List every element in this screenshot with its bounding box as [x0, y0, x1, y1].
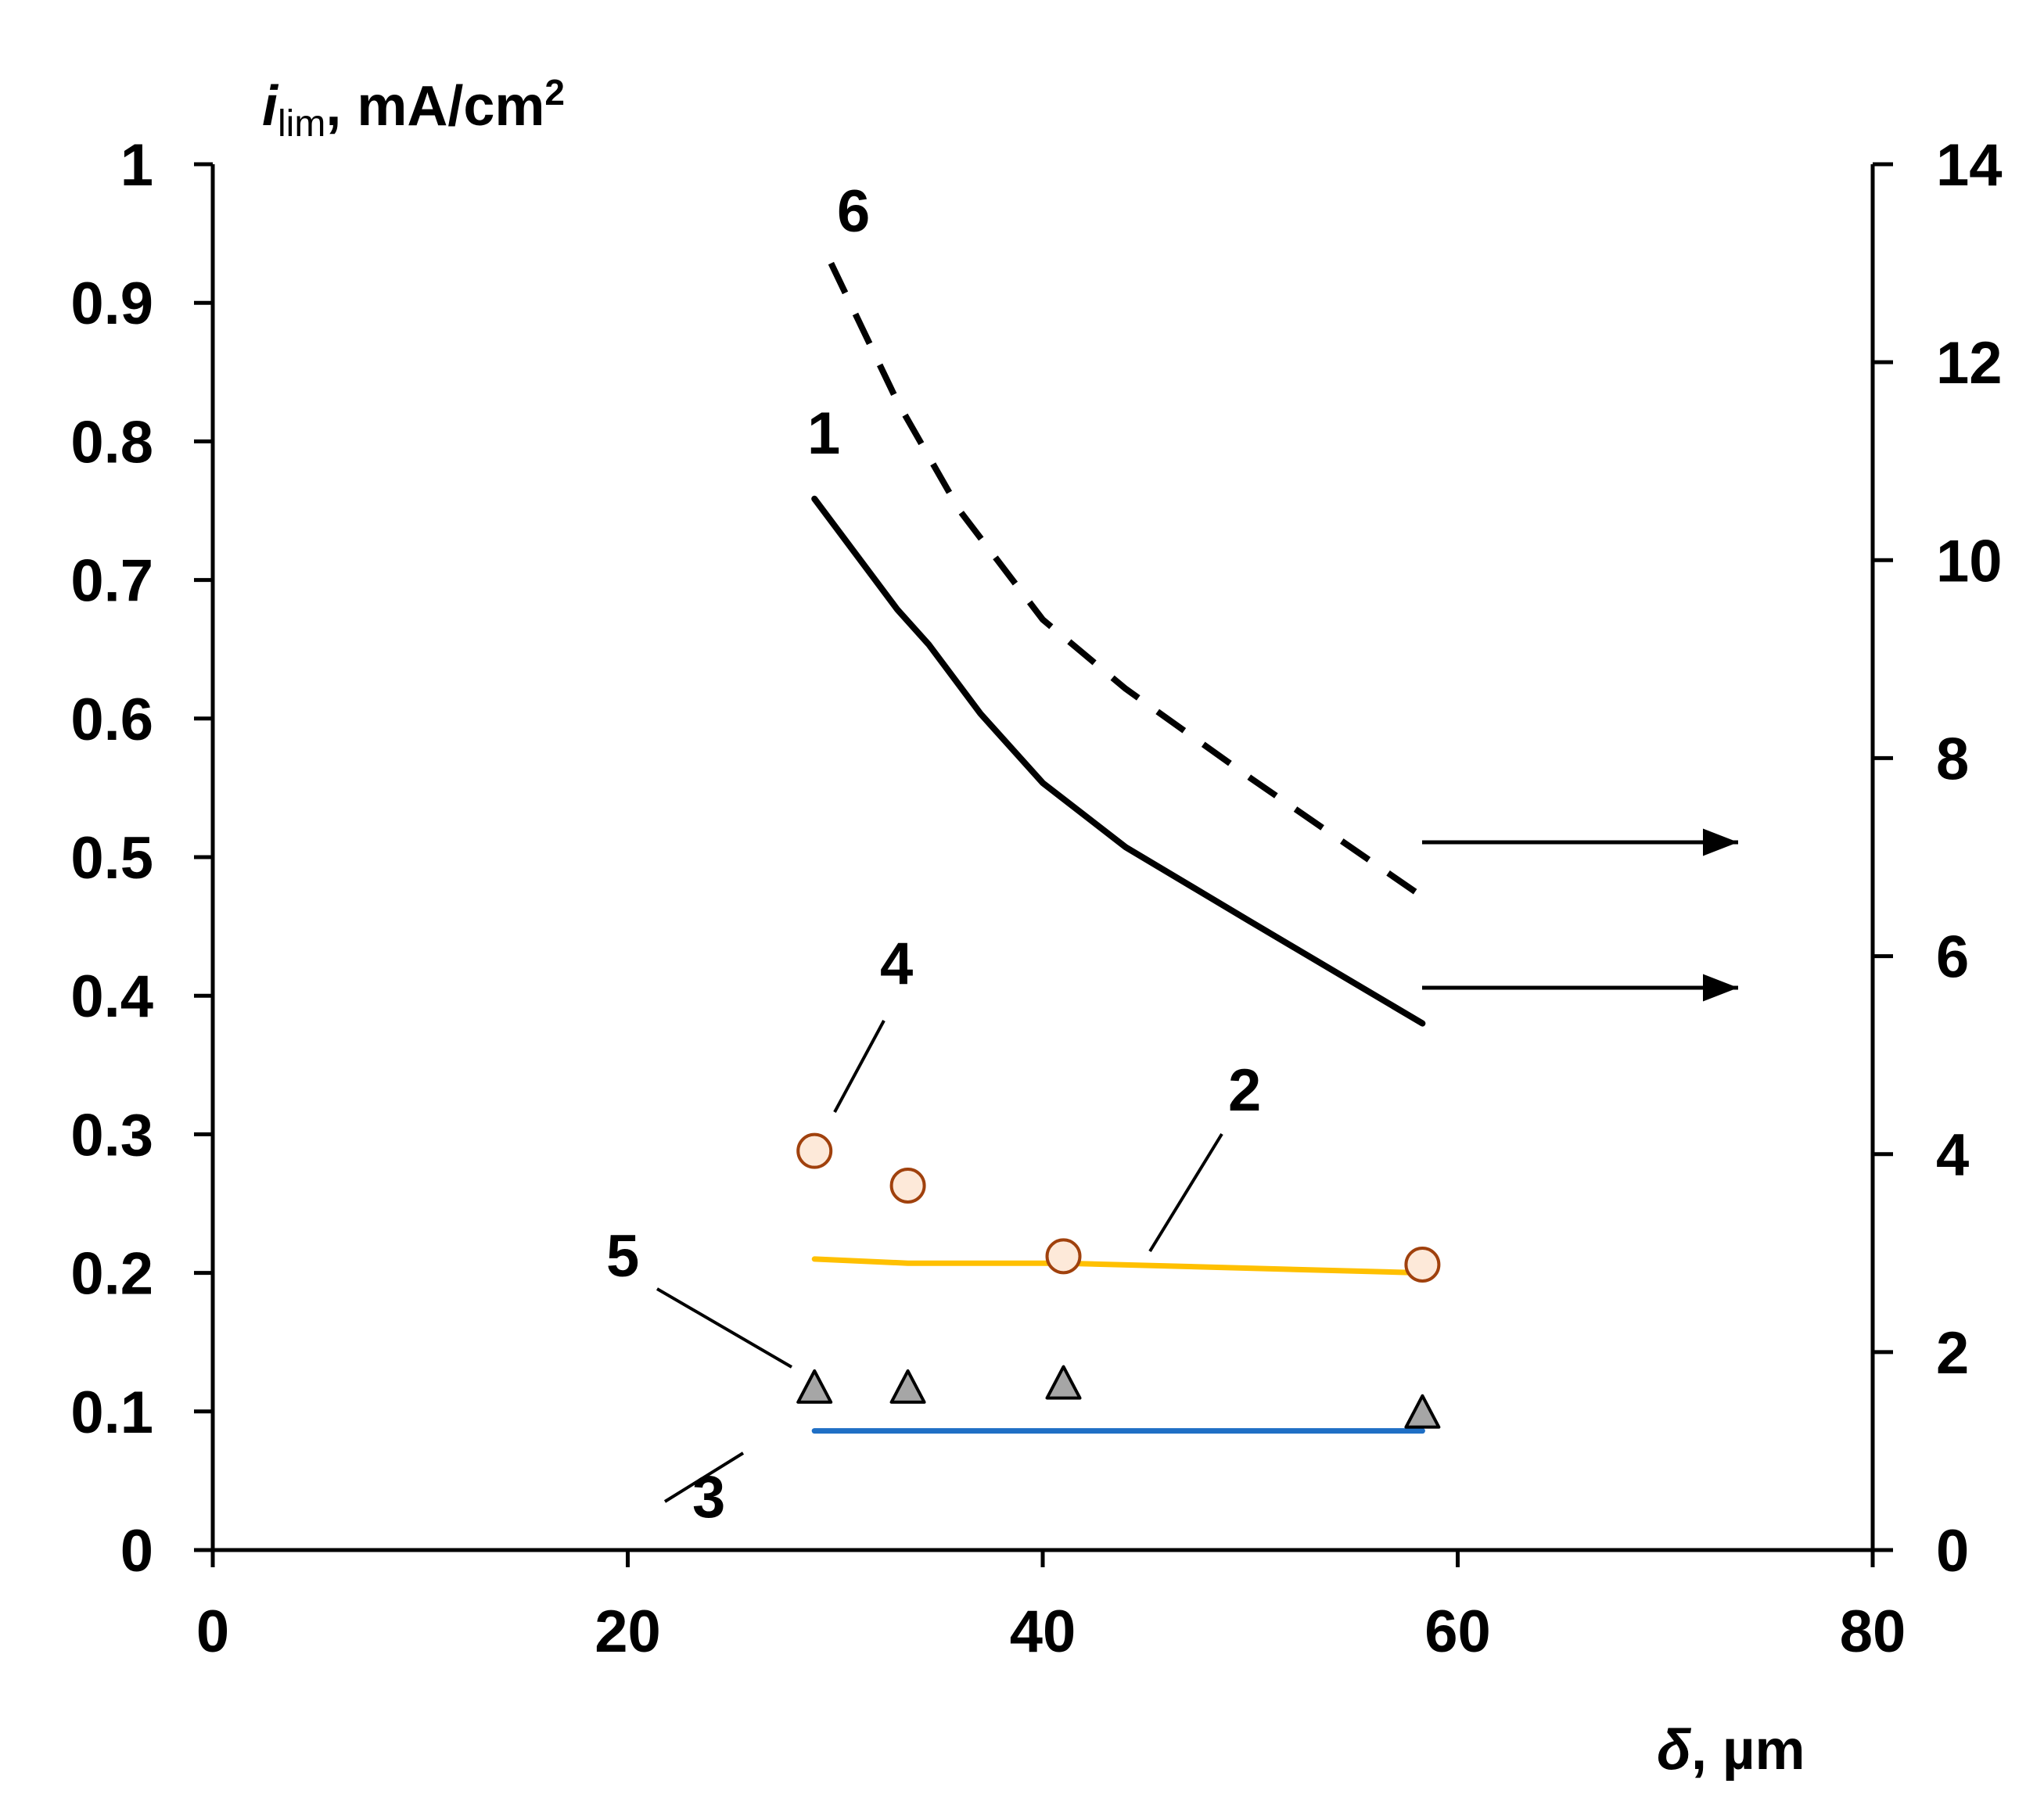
series-4-point [796, 1132, 833, 1169]
leader-4 [833, 1020, 885, 1113]
right-tick-label: 0 [1936, 1518, 1969, 1584]
left-tick-label: 0.3 [70, 1102, 153, 1168]
series-5-point [1404, 1394, 1441, 1429]
x-tick-label: 40 [1010, 1599, 1076, 1665]
right-tick-label: 4 [1936, 1122, 1969, 1189]
x-axis-title: δ, µm [1657, 1719, 1805, 1782]
right-tick-label: 12 [1936, 330, 2003, 397]
label-6: 6 [837, 178, 870, 245]
left-tick-label: 0.2 [70, 1241, 153, 1308]
label-5: 5 [606, 1223, 639, 1290]
left-tick-label: 0.9 [70, 271, 153, 337]
series-4-point [1404, 1246, 1441, 1283]
left-tick-label: 0 [120, 1518, 153, 1584]
series-2-line [811, 1256, 1425, 1276]
right-tick-label: 2 [1936, 1320, 1969, 1387]
y-axis-superscript: 2 [544, 72, 565, 113]
left-tick-label: 0.8 [70, 409, 153, 475]
curve-labels: 6 1 4 2 5 3 [606, 178, 1261, 1530]
left-tick-label: 0.6 [70, 687, 153, 753]
left-tick-label: 0.5 [70, 825, 153, 892]
label-2: 2 [1228, 1057, 1261, 1124]
x-tick-label: 20 [595, 1599, 661, 1665]
series-4-point [889, 1167, 926, 1204]
series-lines [811, 261, 1426, 1434]
x-tick-label: 60 [1424, 1599, 1491, 1665]
series-4-point [1045, 1238, 1082, 1275]
x-tick-label: 0 [196, 1599, 229, 1665]
leader-3 [663, 1452, 745, 1503]
series-5-point [889, 1369, 926, 1404]
series-5-point [796, 1369, 833, 1404]
series-markers [796, 1132, 1441, 1429]
x-axis-unit: , µm [1691, 1719, 1805, 1782]
y-axis-unit: , mA/cm [325, 75, 544, 138]
series-5-point [1045, 1365, 1082, 1400]
left-tick-label: 1 [120, 132, 153, 199]
x-axis-ticks: 0 20 40 60 80 [196, 1550, 1906, 1665]
x-tick-label: 80 [1840, 1599, 1906, 1665]
left-axis-ticks: 0 0.1 0.2 0.3 0.4 0.5 0.6 0.7 0.8 0.9 1 [70, 132, 213, 1584]
right-tick-label: 8 [1936, 726, 1969, 792]
right-tick-label: 10 [1936, 528, 2003, 594]
right-tick-label: 14 [1936, 132, 2003, 199]
label-3: 3 [692, 1464, 725, 1530]
axes [210, 164, 1875, 1552]
y-axis-subscript: lim [278, 103, 325, 145]
leader-lines [656, 1020, 1223, 1503]
left-tick-label: 0.1 [70, 1380, 153, 1446]
label-1: 1 [807, 400, 840, 467]
series-1-line [811, 495, 1426, 1027]
label-4: 4 [880, 931, 913, 997]
y-axis-symbol: i [262, 75, 279, 138]
y-axis-title: ilim, mA/cm2 [262, 72, 565, 145]
leader-2 [1148, 1132, 1223, 1253]
series-6-line [828, 261, 1424, 899]
right-axis-ticks: 0 2 4 6 8 10 12 14 [1873, 132, 2003, 1584]
left-tick-label: 0.7 [70, 548, 153, 615]
left-tick-label: 0.4 [70, 964, 153, 1030]
right-axis-arrows [1422, 828, 1738, 1002]
x-axis-symbol: δ [1657, 1719, 1692, 1782]
leader-5 [656, 1287, 793, 1369]
right-tick-label: 6 [1936, 924, 1969, 991]
